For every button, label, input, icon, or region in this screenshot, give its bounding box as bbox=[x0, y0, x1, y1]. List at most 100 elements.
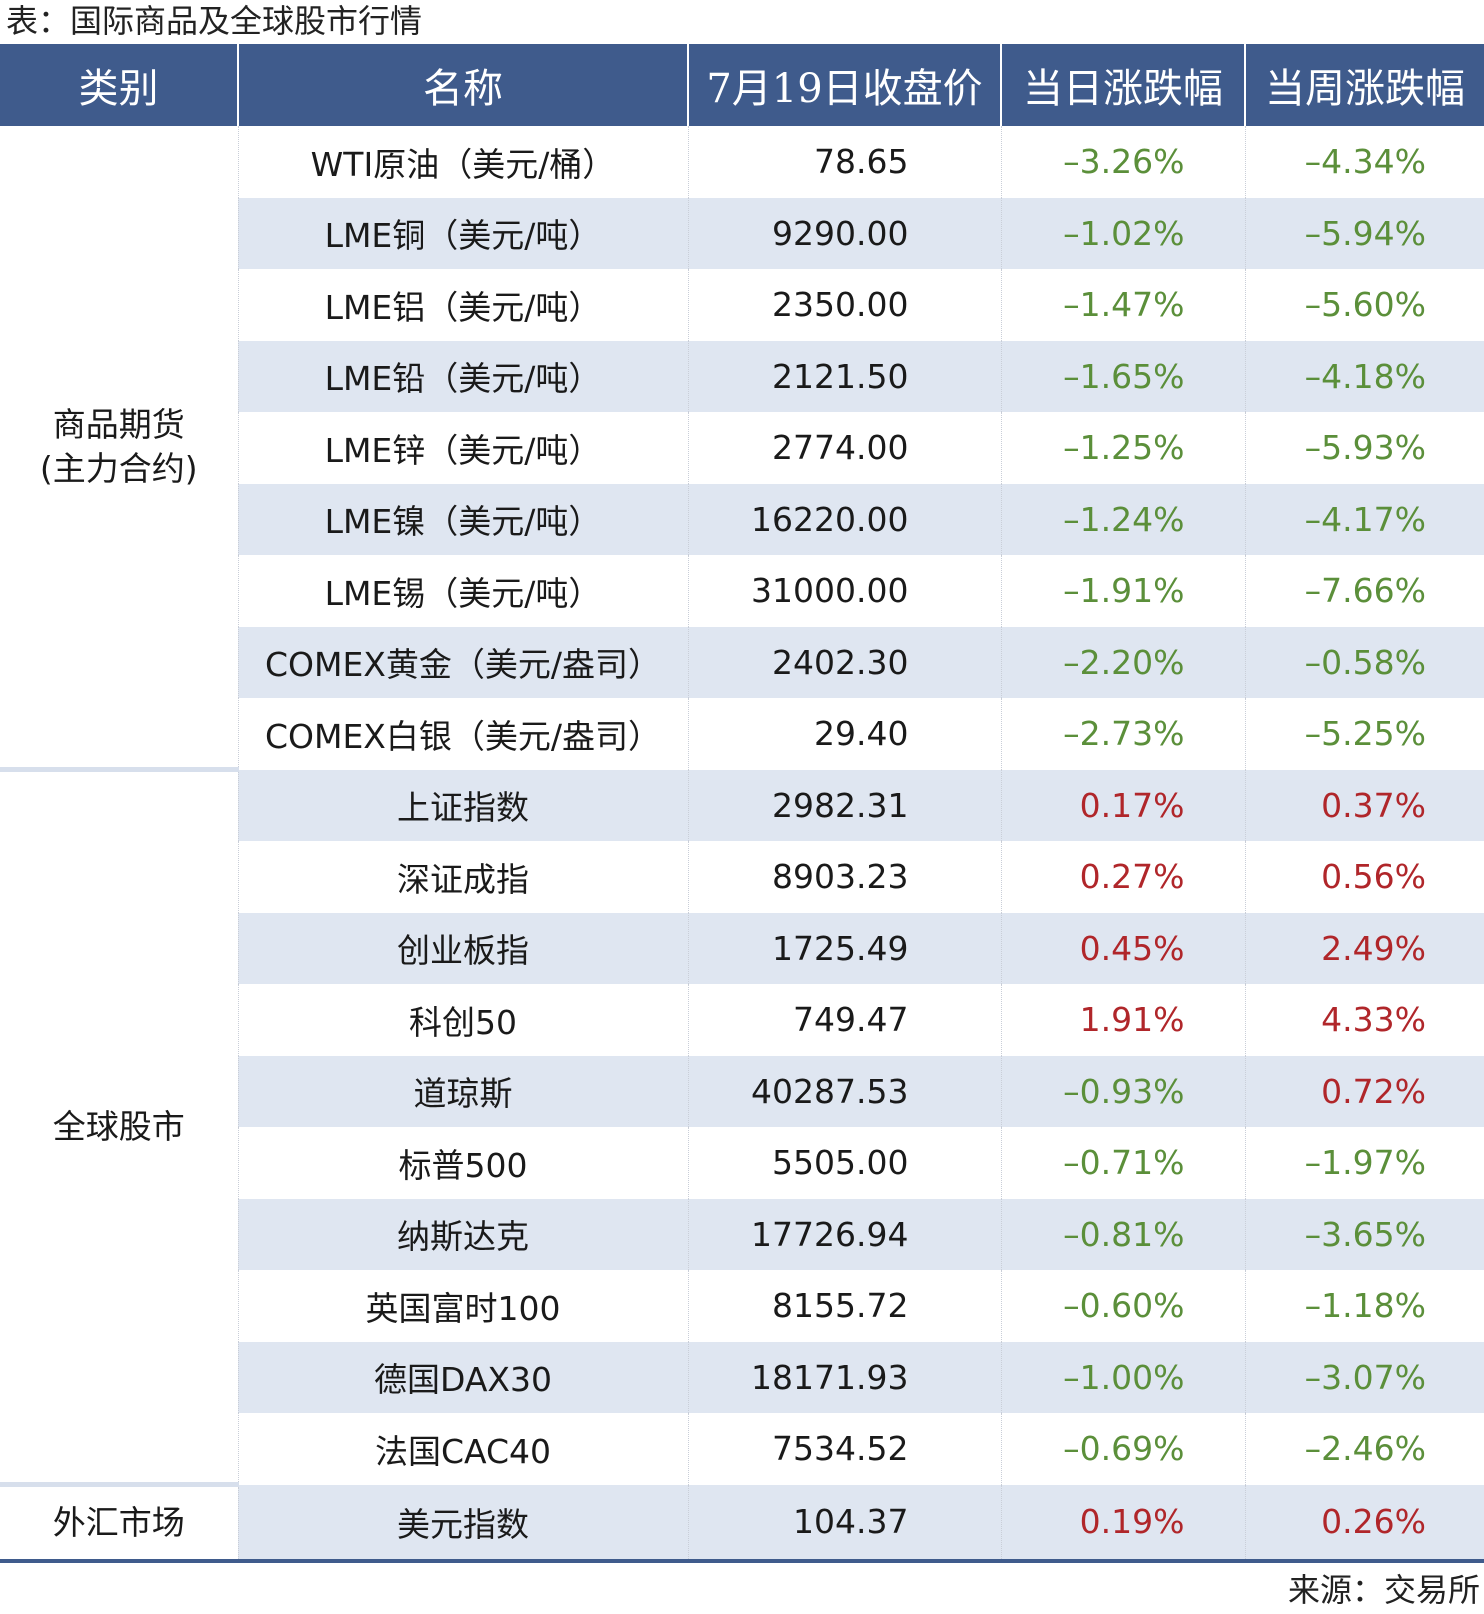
daily-change: –1.00% bbox=[1000, 1341, 1245, 1413]
category-global-stocks: 全球股市 bbox=[0, 767, 238, 1485]
table-row: LME铝（美元/吨） 2350.00 –1.47% –5.60% bbox=[0, 269, 1484, 341]
table-caption: 表：国际商品及全球股市行情 bbox=[6, 2, 423, 40]
close-price: 8903.23 bbox=[687, 841, 1001, 913]
instrument-name: 标普500 bbox=[237, 1127, 688, 1199]
close-price: 29.40 bbox=[687, 698, 1001, 770]
table-body: 商品期货 (主力合约) WTI原油（美元/桶） 78.65 –3.26% –4.34% L… bbox=[0, 126, 1484, 1563]
close-price: 18171.93 bbox=[687, 1341, 1001, 1413]
table-row: LME铅（美元/吨） 2121.50 –1.65% –4.18% bbox=[0, 340, 1484, 412]
close-price: 8155.72 bbox=[687, 1270, 1001, 1342]
close-price: 1725.49 bbox=[687, 912, 1001, 984]
weekly-change: –5.94% bbox=[1244, 197, 1484, 269]
close-price: 2774.00 bbox=[687, 412, 1001, 484]
weekly-change: 0.72% bbox=[1244, 1055, 1484, 1127]
close-price: 31000.00 bbox=[687, 555, 1001, 627]
weekly-change: –4.17% bbox=[1244, 483, 1484, 555]
close-price: 40287.53 bbox=[687, 1055, 1001, 1127]
weekly-change: –3.65% bbox=[1244, 1198, 1484, 1270]
table-row: 标普500 5505.00 –0.71% –1.97% bbox=[0, 1127, 1484, 1199]
instrument-name: LME铝（美元/吨） bbox=[237, 269, 688, 341]
daily-change: –1.24% bbox=[1000, 483, 1245, 555]
header-weekly-change: 当周涨跌幅 bbox=[1244, 44, 1484, 126]
daily-change: –1.25% bbox=[1000, 412, 1245, 484]
instrument-name: LME铜（美元/吨） bbox=[237, 197, 688, 269]
daily-change: –0.71% bbox=[1000, 1127, 1245, 1199]
table-header: 类别 名称 7月19日收盘价 当日涨跌幅 当周涨跌幅 bbox=[0, 44, 1484, 126]
table-row: 纳斯达克 17726.94 –0.81% –3.65% bbox=[0, 1198, 1484, 1270]
instrument-name: 纳斯达克 bbox=[237, 1198, 688, 1270]
table-row: 深证成指 8903.23 0.27% 0.56% bbox=[0, 841, 1484, 913]
weekly-change: –3.07% bbox=[1244, 1341, 1484, 1413]
daily-change: 0.17% bbox=[1000, 769, 1245, 841]
weekly-change: –1.97% bbox=[1244, 1127, 1484, 1199]
weekly-change: 0.37% bbox=[1244, 769, 1484, 841]
table-row: 商品期货 (主力合约) WTI原油（美元/桶） 78.65 –3.26% –4.34% bbox=[0, 126, 1484, 770]
daily-change: 0.27% bbox=[1000, 841, 1245, 913]
table-row: 道琼斯 40287.53 –0.93% 0.72% bbox=[0, 1055, 1484, 1127]
table-row: LME锡（美元/吨） 31000.00 –1.91% –7.66% bbox=[0, 555, 1484, 627]
daily-change: –1.65% bbox=[1000, 340, 1245, 412]
weekly-change: 4.33% bbox=[1244, 984, 1484, 1056]
table-row: 法国CAC40 7534.52 –0.69% –2.46% bbox=[0, 1413, 1484, 1485]
close-price: 104.37 bbox=[687, 1484, 1001, 1563]
instrument-name: 美元指数 bbox=[237, 1484, 688, 1563]
instrument-name: 深证成指 bbox=[237, 841, 688, 913]
daily-change: –3.26% bbox=[1000, 126, 1245, 198]
table-row: 外汇市场 美元指数 104.37 0.19% 0.26% bbox=[0, 1482, 1484, 1563]
instrument-name: 上证指数 bbox=[237, 769, 688, 841]
header-name: 名称 bbox=[237, 44, 688, 126]
daily-change: –1.91% bbox=[1000, 555, 1245, 627]
table-row: 德国DAX30 18171.93 –1.00% –3.07% bbox=[0, 1341, 1484, 1413]
instrument-name: WTI原油（美元/桶） bbox=[237, 126, 688, 198]
instrument-name: COMEX黄金（美元/盎司） bbox=[237, 626, 688, 698]
daily-change: –1.47% bbox=[1000, 269, 1245, 341]
table-row: 英国富时100 8155.72 –0.60% –1.18% bbox=[0, 1270, 1484, 1342]
daily-change: –0.93% bbox=[1000, 1055, 1245, 1127]
weekly-change: 0.26% bbox=[1244, 1484, 1484, 1563]
weekly-change: –7.66% bbox=[1244, 555, 1484, 627]
weekly-change: –0.58% bbox=[1244, 626, 1484, 698]
weekly-change: –4.18% bbox=[1244, 340, 1484, 412]
close-price: 16220.00 bbox=[687, 483, 1001, 555]
category-fx-market: 外汇市场 bbox=[0, 1482, 238, 1563]
instrument-name: 科创50 bbox=[237, 984, 688, 1056]
header-category: 类别 bbox=[0, 44, 238, 126]
table-row: 科创50 749.47 1.91% 4.33% bbox=[0, 984, 1484, 1056]
instrument-name: 德国DAX30 bbox=[237, 1341, 688, 1413]
table-row: COMEX黄金（美元/盎司） 2402.30 –2.20% –0.58% bbox=[0, 626, 1484, 698]
daily-change: 1.91% bbox=[1000, 984, 1245, 1056]
daily-change: –0.69% bbox=[1000, 1413, 1245, 1485]
weekly-change: –1.18% bbox=[1244, 1270, 1484, 1342]
table-row: LME锌（美元/吨） 2774.00 –1.25% –5.93% bbox=[0, 412, 1484, 484]
header-daily-change: 当日涨跌幅 bbox=[1000, 44, 1245, 126]
instrument-name: LME锡（美元/吨） bbox=[237, 555, 688, 627]
instrument-name: 法国CAC40 bbox=[237, 1413, 688, 1485]
close-price: 2982.31 bbox=[687, 769, 1001, 841]
weekly-change: 0.56% bbox=[1244, 841, 1484, 913]
header-close-price: 7月19日收盘价 bbox=[687, 44, 1001, 126]
instrument-name: 英国富时100 bbox=[237, 1270, 688, 1342]
close-price: 749.47 bbox=[687, 984, 1001, 1056]
close-price: 78.65 bbox=[687, 126, 1001, 198]
source-note: 来源：交易所 bbox=[1287, 1571, 1480, 1609]
table-row: 创业板指 1725.49 0.45% 2.49% bbox=[0, 912, 1484, 984]
weekly-change: –4.34% bbox=[1244, 126, 1484, 198]
table-row: LME铜（美元/吨） 9290.00 –1.02% –5.94% bbox=[0, 197, 1484, 269]
daily-change: –2.20% bbox=[1000, 626, 1245, 698]
weekly-change: –5.60% bbox=[1244, 269, 1484, 341]
daily-change: –0.60% bbox=[1000, 1270, 1245, 1342]
daily-change: –1.02% bbox=[1000, 197, 1245, 269]
category-commodities: 商品期货 (主力合约) bbox=[0, 126, 238, 770]
table-row: COMEX白银（美元/盎司） 29.40 –2.73% –5.25% bbox=[0, 698, 1484, 770]
instrument-name: 创业板指 bbox=[237, 912, 688, 984]
weekly-change: –5.25% bbox=[1244, 698, 1484, 770]
close-price: 2402.30 bbox=[687, 626, 1001, 698]
daily-change: 0.45% bbox=[1000, 912, 1245, 984]
close-price: 2350.00 bbox=[687, 269, 1001, 341]
instrument-name: LME铅（美元/吨） bbox=[237, 340, 688, 412]
close-price: 7534.52 bbox=[687, 1413, 1001, 1485]
instrument-name: LME锌（美元/吨） bbox=[237, 412, 688, 484]
close-price: 5505.00 bbox=[687, 1127, 1001, 1199]
instrument-name: COMEX白银（美元/盎司） bbox=[237, 698, 688, 770]
close-price: 17726.94 bbox=[687, 1198, 1001, 1270]
